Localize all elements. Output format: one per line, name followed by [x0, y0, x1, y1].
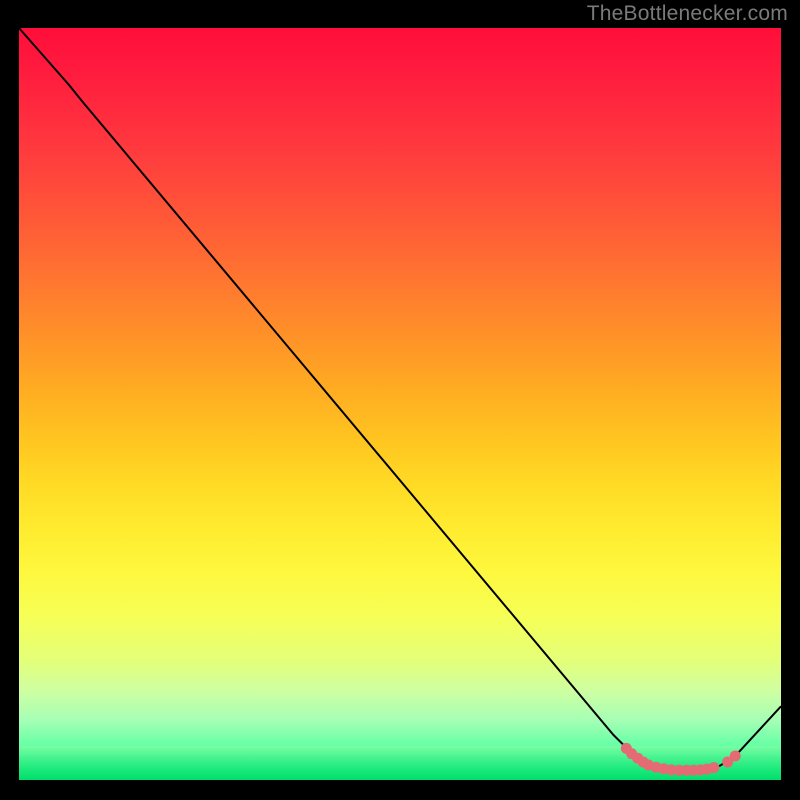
chart-svg — [0, 0, 800, 800]
green-band — [19, 746, 781, 780]
gradient-background — [19, 28, 781, 780]
bottleneck-chart: TheBottlenecker.com — [0, 0, 800, 800]
marker-point — [708, 762, 719, 773]
marker-point — [730, 750, 741, 761]
